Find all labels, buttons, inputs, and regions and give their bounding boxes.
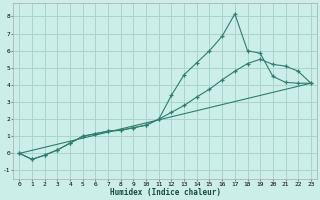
X-axis label: Humidex (Indice chaleur): Humidex (Indice chaleur) (110, 188, 220, 197)
